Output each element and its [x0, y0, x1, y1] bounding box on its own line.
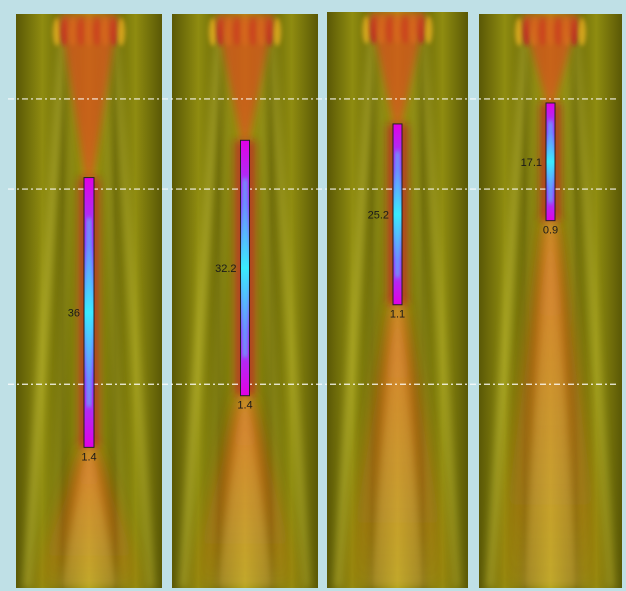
converging-beam: [521, 14, 580, 103]
side-lobe: [110, 14, 155, 588]
converging-beam: [369, 12, 426, 124]
focal-width-label: 1.1: [390, 309, 405, 321]
side-lobe: [334, 12, 378, 588]
side-lobe: [23, 14, 68, 588]
interference-fringe: [117, 18, 126, 46]
diverging-core: [369, 304, 426, 588]
focal-core: [549, 120, 552, 203]
focal-length-label: 36: [68, 307, 80, 319]
interference-fringe: [577, 18, 586, 46]
focal-core: [87, 218, 91, 407]
interference-fringe: [208, 18, 217, 46]
side-lobe: [100, 14, 126, 588]
converging-beam: [59, 14, 119, 178]
focal-width-label: 0.9: [543, 225, 558, 237]
side-lobe: [266, 14, 311, 588]
diverging-core: [521, 220, 580, 588]
side-lobe: [256, 14, 282, 588]
beams-layer: [83, 102, 556, 448]
guide-lines: [8, 98, 618, 385]
focal-length-label: 32.2: [215, 263, 236, 275]
focal-length-label: 25.2: [368, 209, 389, 221]
side-lobe: [208, 14, 234, 588]
focal-core: [243, 178, 247, 358]
labels-layer: 36 1.4 32.2 1.4 25.2 1.1 17.1 0.9: [68, 157, 558, 464]
side-lobe: [361, 12, 387, 588]
diverging-core: [215, 395, 275, 588]
side-lobe: [408, 12, 434, 588]
converging-beam: [215, 14, 275, 141]
panel-3: [327, 12, 468, 588]
interference-fringe: [362, 16, 371, 44]
interference-fringe: [273, 18, 282, 46]
panel-4: [479, 14, 622, 588]
interference-fringe: [515, 18, 524, 46]
side-lobe: [571, 14, 615, 588]
side-lobe: [486, 14, 530, 588]
focal-core: [396, 151, 399, 278]
interference-fringe: [52, 18, 61, 46]
focal-width-label: 1.4: [237, 400, 252, 412]
side-lobe: [52, 14, 78, 588]
focal-length-label: 17.1: [521, 157, 542, 169]
side-lobe: [179, 14, 224, 588]
diverging-core: [59, 447, 119, 588]
side-lobe: [417, 12, 461, 588]
interference-fringe: [424, 16, 433, 44]
focal-width-label: 1.4: [81, 451, 96, 463]
